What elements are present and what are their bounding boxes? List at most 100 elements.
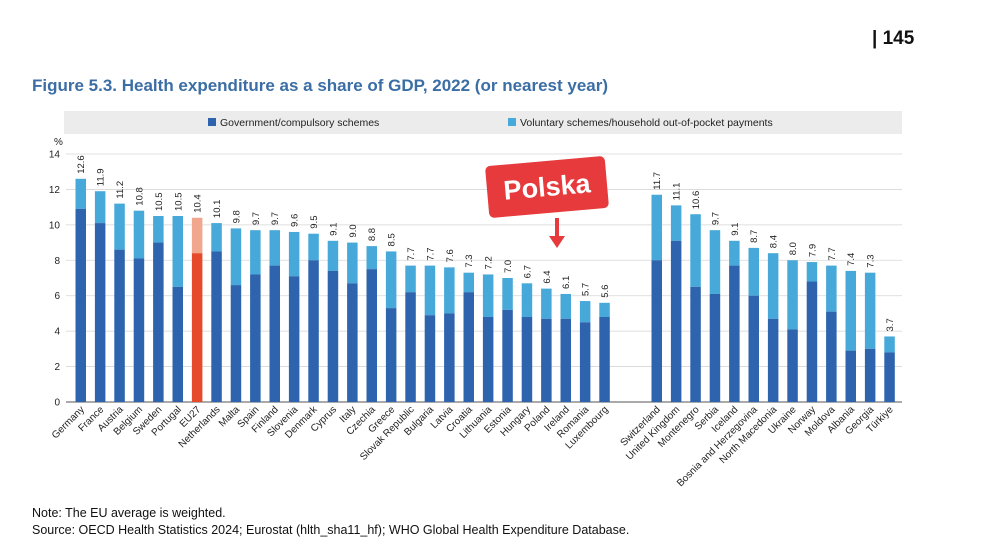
y-tick-label: 4: [54, 327, 60, 338]
bar-voluntary: [599, 302, 610, 317]
bar-voluntary: [748, 247, 759, 296]
bar-government: [579, 322, 591, 402]
value-label: 11.7: [652, 172, 663, 190]
value-label: 11.9: [96, 168, 107, 186]
bar-government: [729, 265, 740, 402]
value-label: 5.6: [600, 285, 611, 298]
bar-voluntary: [670, 205, 682, 241]
y-axis-label: %: [54, 137, 63, 148]
value-label: 7.6: [445, 249, 456, 262]
bar-government: [521, 316, 533, 402]
bar-government: [845, 350, 856, 402]
value-label: 8.5: [387, 233, 398, 246]
legend-background: [64, 111, 902, 134]
value-label: 9.6: [290, 214, 301, 227]
value-label: 9.0: [348, 224, 359, 237]
bar-government: [94, 223, 106, 402]
bar-government: [670, 240, 682, 402]
bar-government: [288, 276, 300, 402]
value-label: 11.1: [672, 183, 683, 201]
bar-government: [347, 283, 358, 402]
bar-government: [651, 260, 662, 402]
value-label: 7.3: [866, 254, 877, 267]
value-label: 10.1: [212, 200, 223, 219]
value-label: 12.6: [76, 155, 87, 174]
value-label: 6.4: [542, 270, 553, 283]
note-text: Note: The EU average is weighted.: [32, 506, 226, 520]
bar-government: [709, 293, 721, 402]
bar-voluntary: [560, 293, 571, 319]
value-label: 6.1: [561, 276, 572, 289]
value-label: 10.8: [134, 187, 145, 206]
bar-voluntary: [385, 251, 397, 309]
value-label: 10.5: [173, 193, 184, 212]
value-label: 7.0: [503, 260, 514, 273]
bar-voluntary: [405, 265, 416, 293]
bar-government: [502, 309, 513, 402]
value-label: 7.4: [846, 253, 857, 266]
bar-voluntary: [826, 265, 837, 312]
y-tick-label: 2: [54, 362, 60, 373]
y-tick-label: 0: [54, 398, 60, 409]
value-label: 10.6: [691, 191, 702, 210]
bar-government: [366, 269, 377, 402]
value-label: 9.7: [710, 212, 721, 225]
bar-government: [133, 258, 145, 402]
bar-voluntary: [651, 194, 662, 261]
bar-voluntary: [211, 223, 222, 252]
value-label: 7.7: [425, 247, 436, 260]
y-tick-label: 14: [49, 150, 61, 161]
bar-government: [826, 311, 837, 402]
bar-government: [541, 318, 552, 402]
value-label: 10.5: [154, 193, 165, 212]
bar-government: [172, 286, 183, 402]
value-label: 9.7: [251, 212, 262, 225]
bar-government: [211, 251, 222, 402]
bar-voluntary: [133, 210, 145, 259]
bar-government: [405, 292, 416, 402]
bar-government: [690, 286, 701, 402]
bar-government: [308, 260, 319, 402]
bar-government: [327, 270, 339, 402]
bar-voluntary: [767, 253, 779, 319]
bar-government: [806, 281, 818, 402]
legend-swatch-gov: [208, 118, 216, 126]
value-label: 8.0: [788, 242, 799, 255]
bar-government: [230, 285, 242, 402]
bar-voluntary: [729, 240, 740, 266]
polska-callout-box: [485, 156, 609, 218]
bar-voluntary: [787, 260, 798, 330]
figure-title: Figure 5.3. Health expenditure as a shar…: [32, 76, 609, 95]
value-label: 8.8: [367, 228, 378, 241]
bar-government: [385, 308, 397, 402]
value-label: 9.1: [730, 223, 741, 236]
bar-voluntary: [75, 178, 86, 209]
bar-voluntary: [250, 230, 261, 275]
value-label: 3.7: [885, 318, 896, 331]
bar-government: [463, 292, 474, 402]
bar-voluntary: [579, 301, 591, 323]
value-label: 9.1: [328, 223, 339, 236]
bar-government: [560, 318, 571, 402]
bar-government: [424, 315, 436, 402]
value-label: 8.7: [749, 230, 760, 243]
bar-voluntary: [845, 270, 856, 351]
legend-label-vol: Voluntary schemes/household out-of-pocke…: [520, 117, 773, 129]
bar-government: [269, 265, 280, 402]
value-label: 9.7: [270, 212, 281, 225]
value-label: 7.7: [827, 247, 838, 260]
value-label: 8.4: [769, 235, 780, 248]
bar-government: [884, 352, 895, 402]
source-text: Source: OECD Health Statistics 2024; Eur…: [32, 523, 630, 537]
y-tick-label: 8: [54, 256, 60, 267]
bar-government: [250, 274, 261, 402]
polska-arrow: [549, 218, 565, 248]
bar-voluntary: [709, 230, 721, 294]
y-tick-label: 12: [49, 185, 61, 196]
bar-voluntary: [347, 242, 358, 284]
bar-voluntary: [230, 228, 242, 286]
legend-label-gov: Government/compulsory schemes: [220, 117, 379, 129]
bar-government: [444, 313, 455, 402]
y-tick-label: 6: [54, 291, 60, 302]
bar-voluntary: [864, 272, 876, 349]
